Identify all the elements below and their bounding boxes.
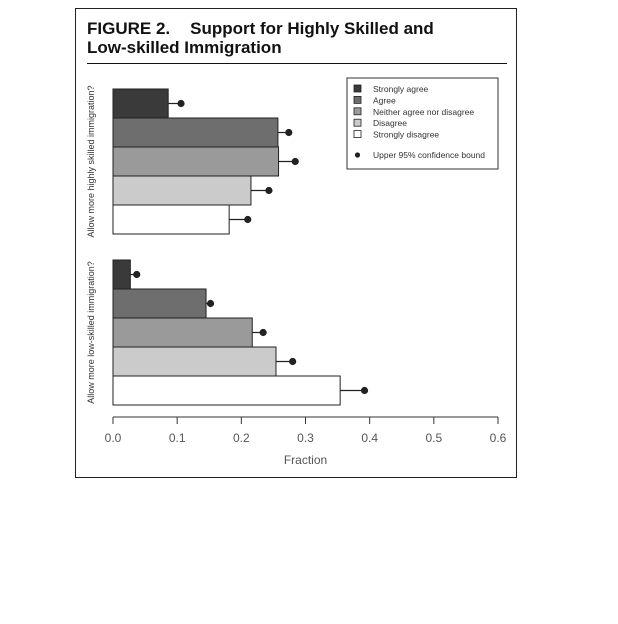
- group-labels: Allow more highly skilled immigration? Al…: [86, 85, 96, 403]
- x-tick-label: 0.1: [169, 431, 186, 445]
- x-tick-label: 0.2: [233, 431, 250, 445]
- group-label-low-skilled: Allow more low-skilled immigration?: [86, 261, 96, 404]
- ci-marker-highly-skilled-strongly-agree: [177, 99, 185, 108]
- legend-swatch-strongly-agree: [353, 84, 362, 93]
- figure-title-line1: Support for Highly Skilled and: [190, 19, 434, 38]
- legend-swatch-agree: [353, 96, 362, 104]
- legend-label-disagree: Disagree: [373, 118, 407, 128]
- ci-marker-low-skilled-agree: [206, 299, 215, 308]
- bar-highly-skilled-strongly-agree: [112, 88, 169, 119]
- ci-marker-highly-skilled-agree: [285, 128, 293, 137]
- group-label-highly-skilled: Allow more highly skilled immigration?: [86, 85, 96, 237]
- x-tick-label: 0.3: [297, 431, 314, 445]
- x-axis-label: Fraction: [284, 453, 327, 467]
- x-tick-label: 0.5: [425, 431, 442, 445]
- legend-label-agree: Agree: [373, 95, 396, 105]
- ci-marker-highly-skilled-strongly-disagree: [244, 215, 252, 224]
- ci-marker-low-skilled-strongly-agree: [133, 270, 141, 279]
- bar-low-skilled-agree: [112, 288, 207, 319]
- ci-marker-highly-skilled-disagree: [265, 186, 273, 195]
- legend-label-neither: Neither agree nor disagree: [373, 107, 474, 117]
- bar-low-skilled-disagree: [112, 346, 277, 377]
- legend-swatch-strongly-disagree: [353, 130, 362, 139]
- legend-marker-label: Upper 95% confidence bound: [373, 150, 485, 160]
- bar-low-skilled-strongly-agree: [112, 259, 131, 290]
- ci-marker-low-skilled-neither: [259, 328, 267, 337]
- bar-highly-skilled-agree: [112, 117, 279, 148]
- bar-low-skilled-strongly-disagree: [112, 375, 341, 406]
- figure-title-line2: Low-skilled Immigration: [87, 38, 282, 57]
- ci-marker-highly-skilled-neither: [291, 157, 299, 166]
- bar-low-skilled-neither: [112, 317, 253, 348]
- figure-title: FIGURE 2. Support for Highly Skilled and …: [87, 19, 507, 57]
- x-tick-label: 0.6: [490, 431, 507, 445]
- legend-label-strongly-disagree: Strongly disagree: [373, 130, 439, 140]
- legend-marker-icon: [354, 152, 361, 158]
- legend-swatch-disagree: [353, 118, 362, 127]
- bar-highly-skilled-disagree: [112, 175, 252, 206]
- x-axis: 0.0 0.1 0.2 0.3 0.4 0.5 0.6 Fraction: [105, 416, 507, 467]
- title-rule: [87, 63, 507, 64]
- bar-highly-skilled-strongly-disagree: [112, 204, 230, 235]
- legend-swatch-neither: [353, 107, 362, 116]
- ci-marker-low-skilled-strongly-disagree: [360, 386, 369, 395]
- x-tick-label: 0.0: [105, 431, 122, 445]
- legend-label-strongly-agree: Strongly agree: [373, 84, 429, 94]
- plot-area: [112, 88, 369, 406]
- x-tick-label: 0.4: [361, 431, 378, 445]
- legend-box: [346, 77, 499, 170]
- bar-highly-skilled-neither: [112, 146, 280, 177]
- figure-label: FIGURE 2.: [87, 19, 171, 38]
- ci-marker-low-skilled-disagree: [289, 357, 297, 366]
